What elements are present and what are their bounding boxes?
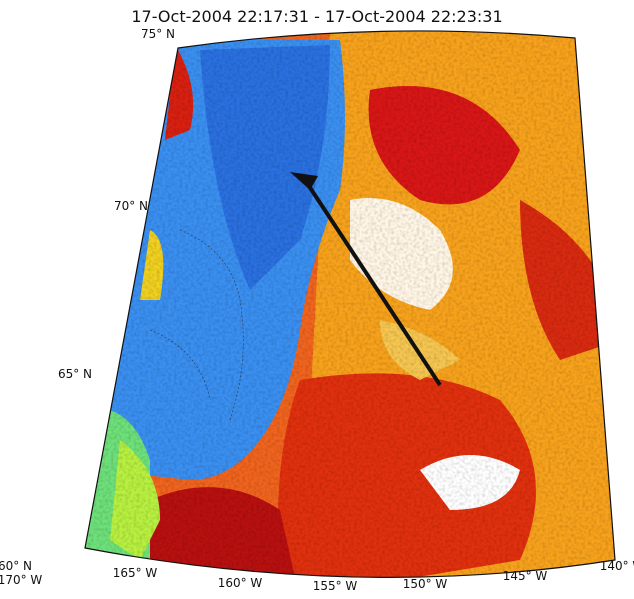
longitude-label: 145° W — [503, 569, 548, 583]
longitude-label: 155° W — [313, 579, 358, 593]
latitude-label: 70° N — [114, 199, 148, 213]
flight-track — [290, 172, 442, 387]
latitude-label: 65° N — [58, 367, 92, 381]
map-frame — [84, 30, 616, 578]
longitude-label: 140° W — [600, 559, 634, 573]
longitude-label: 160° W — [218, 576, 263, 590]
latitude-label: 75° N — [141, 27, 175, 41]
map-title: 17-Oct-2004 22:17:31 - 17-Oct-2004 22:23… — [131, 7, 502, 26]
longitude-label: 150° W — [403, 577, 448, 591]
latitude-label: 60° N — [0, 559, 32, 573]
longitude-label: 170° W — [0, 573, 42, 587]
longitude-label: 165° W — [113, 566, 158, 580]
